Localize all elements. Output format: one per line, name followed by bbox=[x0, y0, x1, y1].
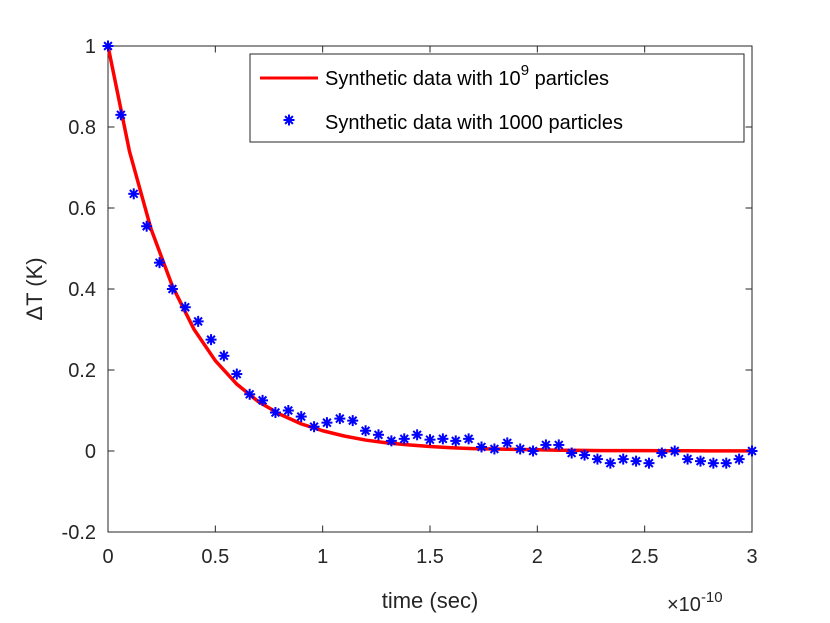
legend-asterisk-icon bbox=[283, 114, 295, 126]
legend-box bbox=[249, 53, 745, 143]
data-point-1000-particles bbox=[682, 453, 694, 465]
data-point-1000-particles bbox=[179, 301, 191, 313]
data-point-1000-particles bbox=[154, 257, 166, 269]
data-point-1000-particles bbox=[372, 429, 384, 441]
data-point-1000-particles bbox=[257, 394, 269, 406]
data-point-1000-particles bbox=[463, 433, 475, 445]
legend-label-markers: Synthetic data with 1000 particles bbox=[325, 112, 623, 134]
data-point-1000-particles bbox=[424, 434, 436, 446]
y-tick-label: 0.6 bbox=[68, 198, 96, 220]
legend: Synthetic data with 109 particles Synthe… bbox=[249, 53, 745, 143]
data-point-1000-particles bbox=[553, 439, 565, 451]
data-point-1000-particles bbox=[244, 388, 256, 400]
data-point-1000-particles bbox=[476, 441, 488, 453]
data-point-1000-particles bbox=[166, 283, 178, 295]
data-point-1000-particles bbox=[308, 421, 320, 433]
data-point-1000-particles bbox=[540, 439, 552, 451]
x-tick-label: 3 bbox=[746, 546, 757, 568]
data-point-1000-particles bbox=[501, 437, 513, 449]
data-point-1000-particles bbox=[128, 188, 140, 200]
data-point-1000-particles bbox=[514, 443, 526, 455]
data-point-1000-particles bbox=[694, 455, 706, 467]
data-point-1000-particles bbox=[205, 334, 217, 346]
series-line-1e9-particles bbox=[106, 45, 753, 453]
data-point-1000-particles bbox=[437, 433, 449, 445]
data-point-1000-particles bbox=[192, 315, 204, 327]
data-point-1000-particles bbox=[669, 445, 681, 457]
legend-label-line-suffix: particles bbox=[529, 68, 609, 90]
data-point-1000-particles bbox=[347, 415, 359, 427]
data-point-1000-particles bbox=[385, 435, 397, 447]
y-tick-label: 0.4 bbox=[68, 279, 96, 301]
data-point-1000-particles bbox=[591, 453, 603, 465]
x-exponent-label: ×10-10 bbox=[667, 589, 723, 616]
x-tick-label: 0.5 bbox=[201, 546, 229, 568]
data-point-1000-particles bbox=[360, 425, 372, 437]
y-axis: -0.2 0 0.2 0.4 0.6 0.8 1 bbox=[62, 36, 752, 544]
data-point-1000-particles bbox=[334, 413, 346, 425]
y-tick-label: 0 bbox=[85, 441, 96, 463]
y-tick-label: 0.8 bbox=[68, 117, 96, 139]
y-tick-label: -0.2 bbox=[62, 522, 96, 544]
data-point-1000-particles bbox=[707, 457, 719, 469]
x-axis: 0 0.5 1 1.5 2 2.5 3 bbox=[102, 46, 758, 568]
data-point-1000-particles bbox=[630, 455, 642, 467]
data-point-1000-particles bbox=[604, 457, 616, 469]
x-exponent-power: -10 bbox=[701, 589, 723, 606]
data-point-1000-particles bbox=[102, 40, 114, 52]
data-point-1000-particles bbox=[398, 433, 410, 445]
data-point-1000-particles bbox=[141, 220, 153, 232]
data-point-1000-particles bbox=[643, 457, 655, 469]
data-point-1000-particles bbox=[411, 429, 423, 441]
data-point-1000-particles bbox=[579, 449, 591, 461]
data-point-1000-particles bbox=[746, 445, 758, 457]
x-exponent-prefix: ×10 bbox=[667, 594, 701, 616]
data-point-1000-particles bbox=[115, 109, 127, 121]
data-point-1000-particles bbox=[488, 443, 500, 455]
legend-label-line: Synthetic data with 109 particles bbox=[325, 62, 609, 90]
data-point-1000-particles bbox=[450, 435, 462, 447]
x-tick-label: 2 bbox=[532, 546, 543, 568]
data-point-1000-particles bbox=[656, 447, 668, 459]
x-tick-label: 2.5 bbox=[631, 546, 659, 568]
legend-label-line-superscript: 9 bbox=[521, 62, 529, 79]
data-point-1000-particles bbox=[566, 447, 578, 459]
data-point-1000-particles bbox=[720, 457, 732, 469]
legend-marker-sample bbox=[283, 114, 295, 126]
data-point-1000-particles bbox=[733, 453, 745, 465]
data-point-1000-particles bbox=[282, 405, 294, 416]
y-tick-label: 0.2 bbox=[68, 360, 96, 382]
data-point-1000-particles bbox=[218, 350, 230, 362]
x-tick-label: 1 bbox=[317, 546, 328, 568]
x-tick-label: 0 bbox=[102, 546, 113, 568]
y-axis-title: ΔT (K) bbox=[22, 257, 47, 320]
x-axis-title: time (sec) bbox=[382, 588, 479, 613]
data-point-1000-particles bbox=[231, 368, 243, 380]
y-tick-label: 1 bbox=[85, 36, 96, 58]
data-point-1000-particles bbox=[269, 407, 281, 419]
data-point-1000-particles bbox=[321, 417, 333, 429]
x-tick-label: 1.5 bbox=[416, 546, 444, 568]
legend-label-line-prefix: Synthetic data with 10 bbox=[325, 68, 521, 90]
series-layer bbox=[102, 40, 758, 469]
data-point-1000-particles bbox=[295, 411, 307, 423]
data-point-1000-particles bbox=[617, 453, 629, 465]
data-point-1000-particles bbox=[527, 445, 539, 457]
